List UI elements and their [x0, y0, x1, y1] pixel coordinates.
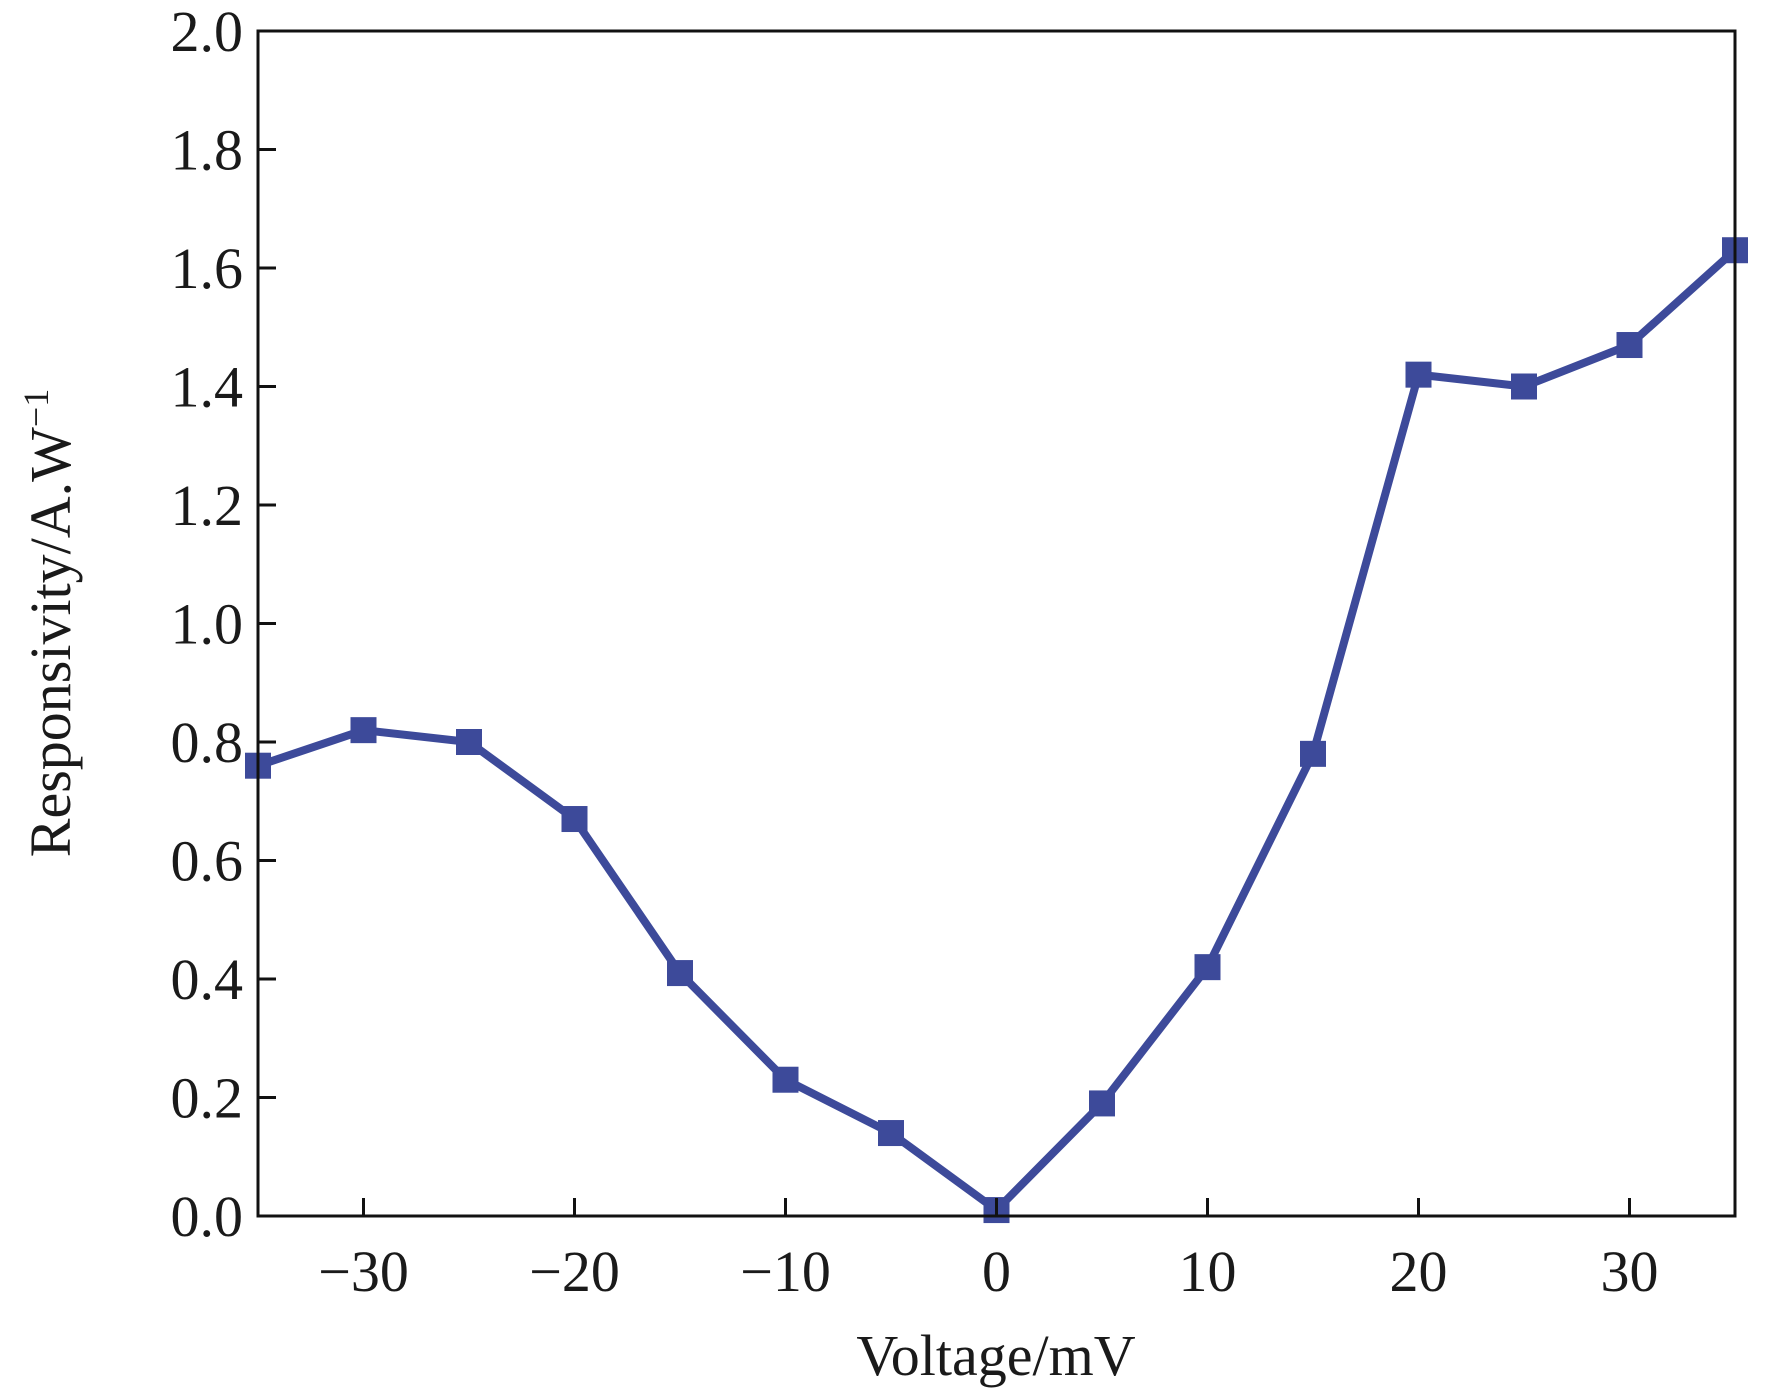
- y-tick-label: 0.0: [171, 1184, 244, 1249]
- data-point: [1405, 361, 1432, 388]
- data-point: [1300, 740, 1326, 767]
- y-tick-label: 0.8: [171, 710, 244, 775]
- y-tick-label: 1.4: [171, 355, 244, 420]
- y-tick-label: 1.8: [171, 118, 244, 183]
- y-tick-label: 0.2: [171, 1066, 244, 1131]
- data-point: [878, 1120, 904, 1147]
- x-tick-label: −20: [529, 1239, 620, 1304]
- data-point: [456, 729, 482, 755]
- data-point: [561, 806, 588, 833]
- y-tick-label: 0.4: [171, 947, 244, 1012]
- y-tick-label: 0.6: [171, 829, 244, 894]
- x-tick-label: 30: [1601, 1239, 1659, 1304]
- y-tick-label: 1.6: [171, 236, 244, 301]
- data-point: [350, 717, 377, 744]
- x-tick-label: 20: [1390, 1239, 1448, 1304]
- x-axis-label: Voltage/mV: [856, 1323, 1135, 1388]
- y-tick-label: 1.0: [171, 592, 244, 657]
- x-tick-label: −30: [318, 1239, 409, 1304]
- y-axis-label: Responsivity/A.W−1: [16, 389, 83, 857]
- y-axis-label-superscript: −1: [16, 389, 56, 427]
- y-axis-label-main: Responsivity/A.W: [18, 427, 83, 857]
- y-tick-label: 1.2: [171, 473, 244, 538]
- x-tick-label: 10: [1179, 1239, 1237, 1304]
- data-point: [1511, 373, 1537, 400]
- y-tick-label: 2.0: [171, 0, 244, 64]
- x-tick-label: 0: [982, 1239, 1011, 1304]
- plot-frame: [256, 29, 1737, 1218]
- data-point: [1194, 954, 1221, 981]
- plot-marks: [245, 237, 1748, 1224]
- axis-ticks: −30 −20 −10 0 10 20 30 0.0 0.2 0.4 0.6 0.8 1.0 1.2 1.4…: [171, 0, 1659, 1304]
- data-point: [772, 1066, 799, 1093]
- x-tick-label: −10: [740, 1239, 831, 1304]
- data-point: [667, 960, 693, 987]
- data-point: [1616, 332, 1643, 359]
- data-point: [1089, 1090, 1115, 1117]
